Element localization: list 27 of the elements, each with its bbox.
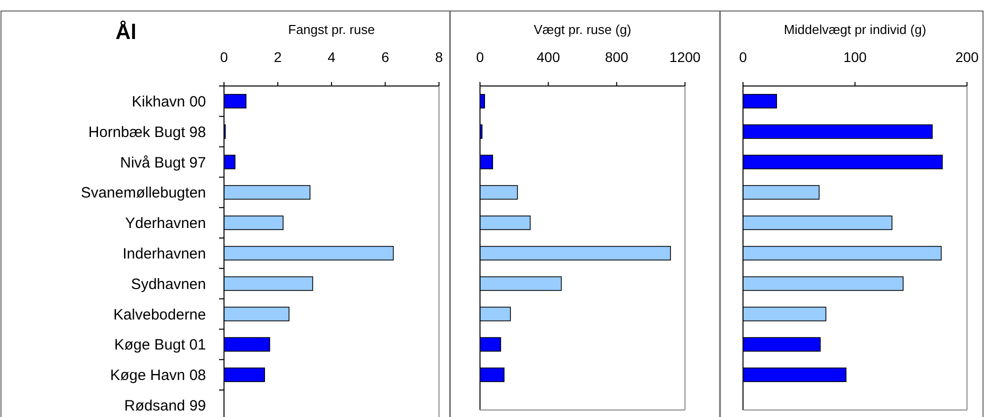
y-tick-label: Rødsand 99	[124, 397, 206, 414]
x-tick-label: 0	[220, 49, 228, 65]
y-tick-label: Køge Havn 08	[110, 367, 206, 384]
x-axis-title: Middelvægt pr individ (g)	[784, 22, 926, 37]
y-tick-label: Svanemøllebugten	[80, 184, 206, 202]
x-tick-label: 0	[739, 49, 748, 65]
y-tick-label: Sydhavnen	[130, 276, 206, 293]
chart-title: Ål	[116, 20, 136, 44]
y-tick-label: Inderhavnen	[122, 245, 206, 262]
x-axis-title: Vægt pr. ruse (g)	[534, 22, 632, 37]
x-tick-label: 6	[381, 49, 390, 65]
x-tick-label: 800	[604, 49, 629, 65]
x-axis-title: Fangst pr. ruse	[288, 22, 375, 37]
x-tick-label: 4	[328, 49, 336, 65]
y-tick-label: Kalveboderne	[113, 306, 206, 324]
y-tick-label: Yderhavnen	[125, 215, 206, 232]
x-tick-label: 100	[843, 49, 867, 65]
x-tick-label: 0	[476, 49, 484, 65]
y-tick-label: Hornbæk Bugt 98	[88, 124, 206, 141]
x-tick-label: 200	[955, 49, 979, 65]
x-tick-label: 400	[536, 49, 560, 65]
x-tick-label: 8	[435, 49, 444, 65]
x-tick-label: 1200	[669, 49, 701, 65]
x-tick-label: 2	[274, 49, 282, 65]
y-tick-label: Kikhavn 00	[132, 93, 206, 110]
y-tick-label: Køge Bugt 01	[114, 336, 206, 354]
y-tick-label: Nivå Bugt 97	[120, 154, 206, 172]
